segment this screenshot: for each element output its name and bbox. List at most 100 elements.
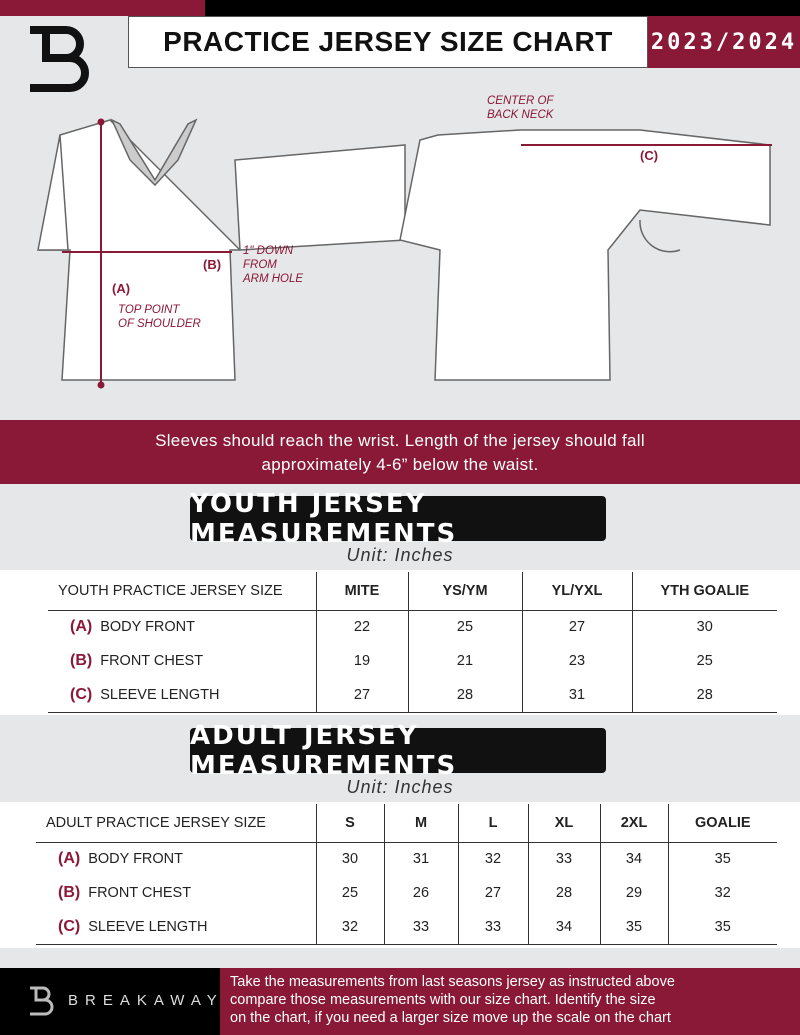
brand-logo [30, 26, 89, 92]
size-col: 2XL [600, 804, 669, 843]
cell: 28 [408, 678, 523, 713]
note-line: 1" DOWN [243, 245, 294, 257]
size-col: YTH GOALIE [632, 572, 777, 611]
front-jersey-collar [110, 118, 198, 187]
table-row: (C) SLEEVE LENGTH 32 33 33 34 35 35 [36, 910, 777, 945]
size-col: L [458, 804, 529, 843]
footer-line: compare those measurements with our size… [230, 992, 656, 1008]
table-header-row: ADULT PRACTICE JERSEY SIZE S M L XL 2XL GOALI… [36, 804, 777, 843]
note-top-point: TOP POINT OF SHOULDER [118, 303, 201, 331]
footer-brand: BREAKAWAY [0, 968, 220, 1035]
back-jersey-elbow-patch [639, 219, 681, 253]
label-a: (A) [112, 281, 131, 296]
cell: 35 [600, 910, 669, 945]
row-letter: (A) [70, 618, 93, 636]
cell: 31 [384, 842, 459, 876]
size-col: YS/YM [408, 572, 523, 611]
front-jersey [39, 119, 406, 381]
page-title: PRACTICE JERSEY SIZE CHART [128, 16, 648, 68]
cell: 27 [458, 876, 529, 910]
season-badge: 2023/2024 [648, 16, 800, 68]
cell: 25 [696, 653, 713, 669]
cell: 35 [668, 910, 777, 945]
top-bar-accent [0, 0, 205, 16]
instruction-line: approximately 4-6” below the waist. [261, 455, 539, 474]
cell: 33 [458, 910, 529, 945]
jersey-diagram [37, 118, 772, 389]
front-jersey-sleeve [37, 134, 69, 251]
back-jersey [399, 129, 771, 381]
row-text: FRONT CHEST [88, 885, 192, 901]
size-header: ADULT PRACTICE JERSEY SIZE [36, 804, 317, 843]
measure-point [97, 118, 105, 126]
cell: 30 [696, 619, 713, 636]
row-text: FRONT CHEST [100, 653, 204, 669]
table-row: (B) FRONT CHEST 19 21 23 25 [48, 644, 777, 678]
cell: 33 [528, 842, 601, 876]
cell: 35 [714, 851, 731, 868]
instruction-line: Sleeves should reach the wrist. Length o… [155, 431, 645, 450]
adult-table: ADULT PRACTICE JERSEY SIZE S M L XL 2XL GOALI… [36, 804, 777, 945]
row-label: (A) BODY FRONT [48, 610, 317, 644]
table-row: (B) FRONT CHEST 25 26 27 28 29 32 [36, 876, 777, 910]
cell: 30 [316, 842, 385, 876]
row-label: (B) FRONT CHEST [48, 644, 317, 678]
table-header-row: YOUTH PRACTICE JERSEY SIZE MITE YS/YM YL/Y… [48, 572, 777, 611]
cell: 32 [316, 910, 385, 945]
note-line: CENTER OF [487, 95, 554, 107]
youth-table: YOUTH PRACTICE JERSEY SIZE MITE YS/YM YL/Y… [48, 572, 777, 713]
cell: 22 [316, 610, 409, 644]
note-line: BACK NECK [487, 109, 554, 121]
size-col: S [316, 804, 385, 843]
cell: 25 [316, 876, 385, 910]
cell: 25 [408, 610, 523, 644]
row-letter: (B) [70, 652, 93, 669]
size-col: YL/YXL [522, 572, 633, 611]
size-header: YOUTH PRACTICE JERSEY SIZE [48, 572, 317, 611]
size-col: M [384, 804, 459, 843]
row-letter: (C) [70, 685, 93, 703]
cell: 33 [384, 910, 459, 945]
cell: 27 [316, 678, 409, 713]
label-c: (C) [640, 148, 659, 163]
label-b: (B) [203, 257, 222, 272]
row-label: (C) SLEEVE LENGTH [36, 910, 317, 945]
row-letter: (C) [58, 917, 81, 935]
footer-logo [30, 986, 54, 1016]
footer-line: on the chart, if you need a larger size … [230, 1010, 671, 1026]
cell: 23 [522, 644, 633, 678]
cell: 28 [632, 678, 777, 713]
measure-point [97, 381, 105, 389]
cell: 32 [714, 885, 731, 901]
size-col: GOALIE [668, 804, 777, 843]
table-row: (A) BODY FRONT 22 25 27 30 [48, 610, 777, 644]
row-label: (A) BODY FRONT [36, 842, 317, 876]
instruction-band: Sleeves should reach the wrist. Length o… [0, 420, 800, 484]
cell: 21 [408, 644, 523, 678]
top-bar [205, 0, 800, 16]
size-col: XL [528, 804, 601, 843]
row-letter: (B) [58, 884, 81, 901]
note-line: OF SHOULDER [118, 318, 201, 330]
row-text: BODY FRONT [88, 851, 184, 868]
table-row: (C) SLEEVE LENGTH 27 28 31 28 [48, 678, 777, 713]
cell: 26 [384, 876, 459, 910]
row-label: (B) FRONT CHEST [36, 876, 317, 910]
cell: 34 [600, 842, 669, 876]
note-line: FROM [243, 259, 277, 271]
row-text: SLEEVE LENGTH [88, 918, 208, 935]
youth-unit: Unit: Inches [346, 545, 454, 565]
cell: 27 [522, 610, 633, 644]
cell: 31 [522, 678, 633, 713]
table-row: (A) BODY FRONT 30 31 32 33 34 35 [36, 842, 777, 876]
cell: 19 [316, 644, 409, 678]
cell: 32 [458, 842, 529, 876]
row-text: SLEEVE LENGTH [100, 686, 220, 703]
cell: 29 [600, 876, 669, 910]
row-text: BODY FRONT [100, 619, 196, 636]
adult-unit: Unit: Inches [346, 777, 454, 797]
note-center-back-neck: CENTER OF BACK NECK [487, 94, 553, 122]
footer-instructions: Take the measurements from last seasons … [220, 968, 800, 1035]
row-label: (C) SLEEVE LENGTH [48, 678, 317, 713]
note-line: ARM HOLE [243, 273, 304, 285]
